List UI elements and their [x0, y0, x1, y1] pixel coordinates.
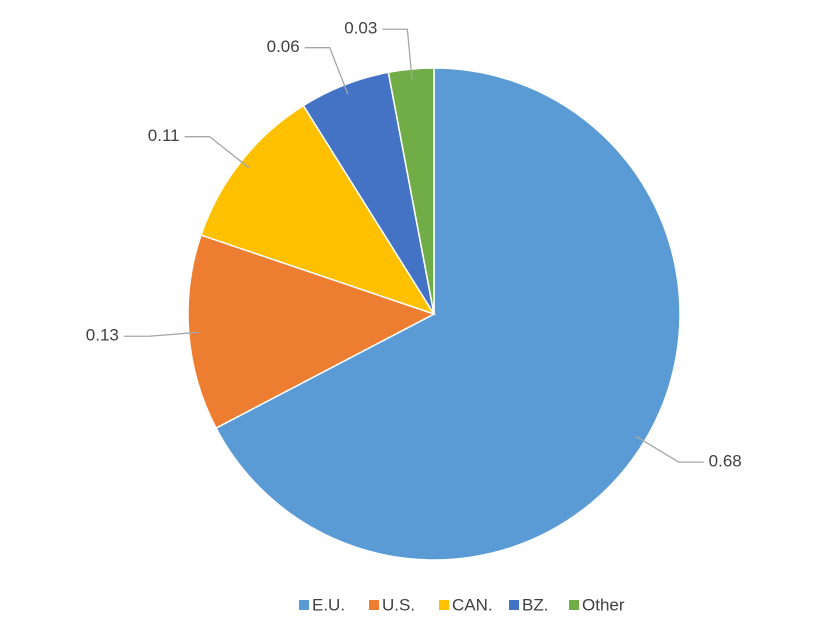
legend-label: E.U.: [312, 595, 345, 614]
legend-swatch: [569, 600, 579, 610]
legend-swatch: [369, 600, 379, 610]
legend-label: U.S.: [382, 595, 415, 614]
legend-label: CAN.: [452, 595, 493, 614]
data-label: 0.13: [86, 326, 119, 345]
data-label: 0.03: [344, 19, 377, 38]
data-label: 0.68: [709, 452, 742, 471]
leader-line: [304, 47, 349, 95]
leader-line: [184, 136, 250, 169]
data-label: 0.06: [267, 37, 300, 56]
leader-line: [123, 331, 199, 337]
legend-label: BZ.: [522, 595, 548, 614]
legend-swatch: [439, 600, 449, 610]
leader-line: [635, 435, 704, 463]
leader-line: [382, 28, 413, 80]
legend-swatch: [509, 600, 519, 610]
legend-label: Other: [582, 595, 625, 614]
legend-swatch: [299, 600, 309, 610]
data-label: 0.11: [148, 126, 180, 145]
